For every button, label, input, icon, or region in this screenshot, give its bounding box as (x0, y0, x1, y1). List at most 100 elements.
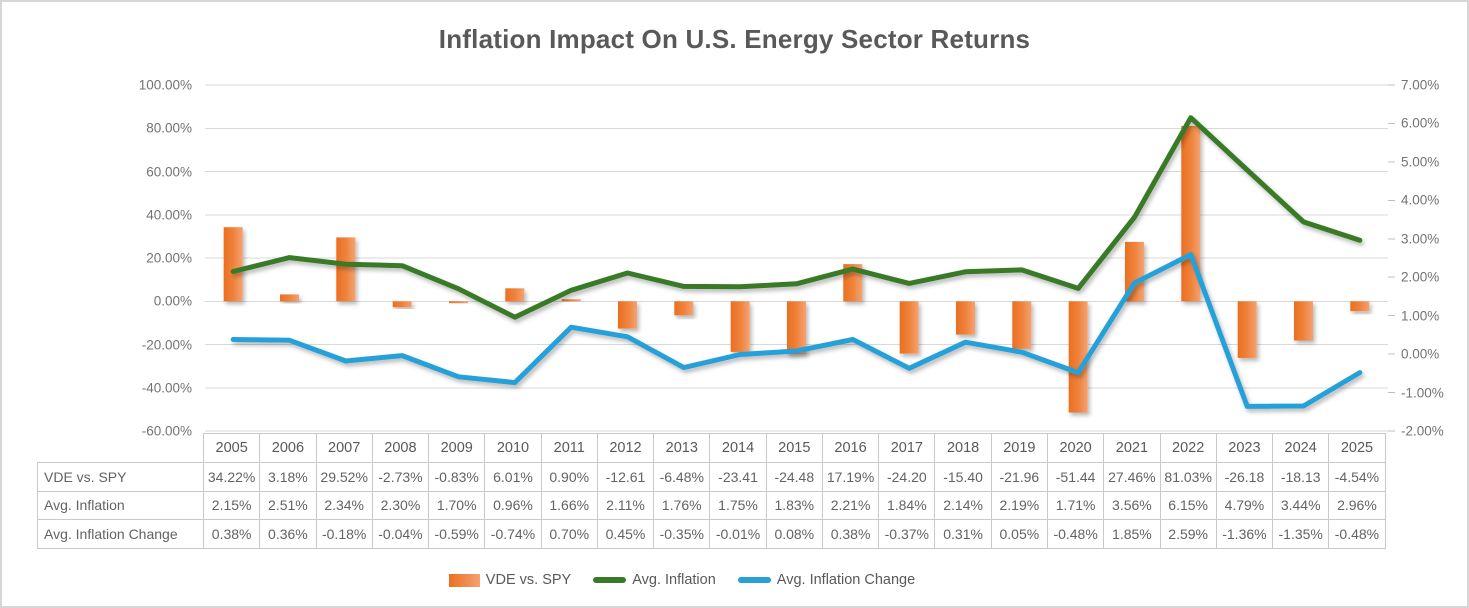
value-cell-vde-vs-spy-2011: 0.90% (540, 461, 598, 492)
legend-item-avg-inflation[interactable]: Avg. Inflation (593, 572, 716, 588)
value-cell-avg-inflation-change-2006: 0.36% (259, 519, 317, 549)
value-cell-vde-vs-spy-2007: 29.52% (315, 461, 373, 492)
bar-2024[interactable] (1294, 301, 1313, 341)
value-cell-avg-inflation-change-2014: -0.01% (709, 519, 767, 549)
chart-legend: VDE vs. SPY Avg. Inflation Avg. Inflatio… (2, 564, 1362, 596)
line-avg-inflation[interactable] (230, 115, 1363, 320)
value-cell-vde-vs-spy-2019: -21.96 (990, 461, 1048, 492)
chart-data-table: 2005 2006 2007 2008 2009 2010 2011 2012 2013 2014… (37, 433, 1386, 549)
value-cell-vde-vs-spy-2022: 81.03% (1159, 461, 1217, 492)
bar-2015[interactable] (787, 301, 806, 355)
value-cell-vde-vs-spy-2013: -6.48% (653, 461, 711, 492)
bar-series[interactable] (223, 126, 1370, 413)
bar-2019[interactable] (1012, 301, 1032, 349)
value-cell-avg-inflation-2019: 2.19% (990, 490, 1048, 521)
bar-2020[interactable] (1068, 301, 1088, 413)
bar-2007[interactable] (336, 237, 356, 302)
value-cell-vde-vs-spy-2018: -15.40 (934, 461, 992, 492)
primary-axis-tick-label: 40.00% (146, 207, 192, 223)
value-cell-avg-inflation-change-2015: 0.08% (765, 519, 823, 549)
value-cell-avg-inflation-2011: 1.66% (540, 490, 598, 521)
bar-2014[interactable] (730, 301, 750, 352)
primary-axis-tick-label: -40.00% (141, 380, 192, 396)
value-cell-avg-inflation-change-2025: -0.48% (1328, 519, 1386, 549)
value-cell-vde-vs-spy-2010: 6.01% (484, 461, 542, 492)
bar-2012[interactable] (618, 301, 637, 329)
bar-2025[interactable] (1350, 301, 1370, 312)
year-header-cell-2005: 2005 (202, 433, 261, 463)
year-header-cell-2018: 2018 (934, 433, 992, 463)
bar-2009[interactable] (449, 301, 468, 304)
year-header-cell-2020: 2020 (1046, 433, 1105, 463)
year-header-cell-2015: 2015 (765, 433, 823, 463)
value-cell-avg-inflation-change-2024: -1.35% (1272, 519, 1330, 549)
year-header-cell-2024: 2024 (1272, 433, 1330, 463)
legend-label: VDE vs. SPY (485, 572, 572, 588)
year-header-cell-2011: 2011 (540, 433, 598, 463)
secondary-axis-tick-label: -1.00% (1401, 385, 1444, 401)
year-header-row: 2005 2006 2007 2008 2009 2010 2011 2012 2013 2014… (38, 433, 1386, 463)
bar-2005[interactable] (223, 227, 243, 302)
secondary-axis-tick-label: 7.00% (1401, 77, 1440, 93)
year-header-cell-2010: 2010 (484, 433, 542, 463)
value-cell-avg-inflation-change-2020: -0.48% (1046, 519, 1105, 549)
value-cell-avg-inflation-change-2018: 0.31% (934, 519, 992, 549)
legend-item-avg-inflation-change[interactable]: Avg. Inflation Change (737, 572, 915, 588)
bar-2010[interactable] (505, 288, 525, 302)
value-cell-avg-inflation-2022: 6.15% (1159, 490, 1217, 521)
value-cell-avg-inflation-2010: 0.96% (484, 490, 542, 521)
value-cell-avg-inflation-2018: 2.14% (934, 490, 992, 521)
table-row-avg-inflation-change: Avg. Inflation Change 0.38% 0.36% -0.18% -0.… (37, 519, 1386, 549)
value-cell-avg-inflation-change-2008: -0.04% (371, 519, 430, 549)
year-header-cell-2025: 2025 (1328, 433, 1386, 463)
value-cell-avg-inflation-2008: 2.30% (371, 490, 430, 521)
value-cell-vde-vs-spy-2006: 3.18% (259, 461, 317, 492)
legend-item-vde-vs-spy[interactable]: VDE vs. SPY (448, 572, 572, 588)
value-cell-avg-inflation-change-2023: -1.36% (1215, 519, 1274, 549)
value-cell-vde-vs-spy-2009: -0.83% (428, 461, 486, 492)
line-avg-inflation-change[interactable] (230, 252, 1363, 409)
row-label-cell: Avg. Inflation Change (37, 519, 204, 549)
row-label-cell: Avg. Inflation (37, 490, 204, 521)
value-cell-vde-vs-spy-2005: 34.22% (202, 461, 261, 492)
bar-2006[interactable] (280, 294, 299, 302)
value-cell-vde-vs-spy-2008: -2.73% (371, 461, 430, 492)
value-cell-avg-inflation-2015: 1.83% (765, 490, 823, 521)
year-header-cell-2019: 2019 (990, 433, 1048, 463)
value-cell-avg-inflation-2005: 2.15% (202, 490, 261, 521)
primary-axis-tick-label: 100.00% (138, 77, 192, 93)
value-cell-avg-inflation-2009: 1.70% (428, 490, 486, 521)
secondary-axis-tick-label: 3.00% (1401, 231, 1440, 247)
value-cell-avg-inflation-change-2007: -0.18% (315, 519, 373, 549)
bar-2017[interactable] (899, 301, 919, 354)
year-header-cell-2013: 2013 (653, 433, 711, 463)
year-header-cell-2006: 2006 (259, 433, 317, 463)
legend-label: Avg. Inflation (632, 572, 716, 588)
year-header-cell-2009: 2009 (428, 433, 486, 463)
bar-2011[interactable] (561, 299, 581, 302)
bar-2018[interactable] (956, 301, 975, 335)
value-cell-avg-inflation-change-2009: -0.59% (428, 519, 486, 549)
bar-2016[interactable] (843, 264, 863, 302)
primary-axis-tick-label: 20.00% (146, 250, 192, 266)
value-cell-avg-inflation-2013: 1.76% (653, 490, 711, 521)
value-cell-avg-inflation-2023: 4.79% (1215, 490, 1274, 521)
value-cell-avg-inflation-change-2022: 2.59% (1159, 519, 1217, 549)
table-row-vde-vs-spy: VDE vs. SPY 34.22% 3.18% 29.52% -2.73% -0.83%… (37, 461, 1386, 492)
bar-2013[interactable] (674, 301, 694, 316)
line-series[interactable] (230, 115, 1363, 409)
value-cell-avg-inflation-2020: 1.71% (1046, 490, 1105, 521)
value-cell-avg-inflation-change-2013: -0.35% (653, 519, 711, 549)
value-cell-vde-vs-spy-2023: -26.18 (1215, 461, 1274, 492)
value-cell-vde-vs-spy-2024: -18.13 (1272, 461, 1330, 492)
line-swatch-icon (593, 577, 627, 583)
bar-swatch-icon (448, 573, 480, 587)
bar-2008[interactable] (392, 301, 412, 308)
secondary-axis-ticks (1388, 84, 1395, 432)
bar-2023[interactable] (1237, 301, 1257, 358)
value-cell-vde-vs-spy-2021: 27.46% (1103, 461, 1161, 492)
year-header-cell-2008: 2008 (371, 433, 430, 463)
value-cell-avg-inflation-2017: 1.84% (878, 490, 936, 521)
